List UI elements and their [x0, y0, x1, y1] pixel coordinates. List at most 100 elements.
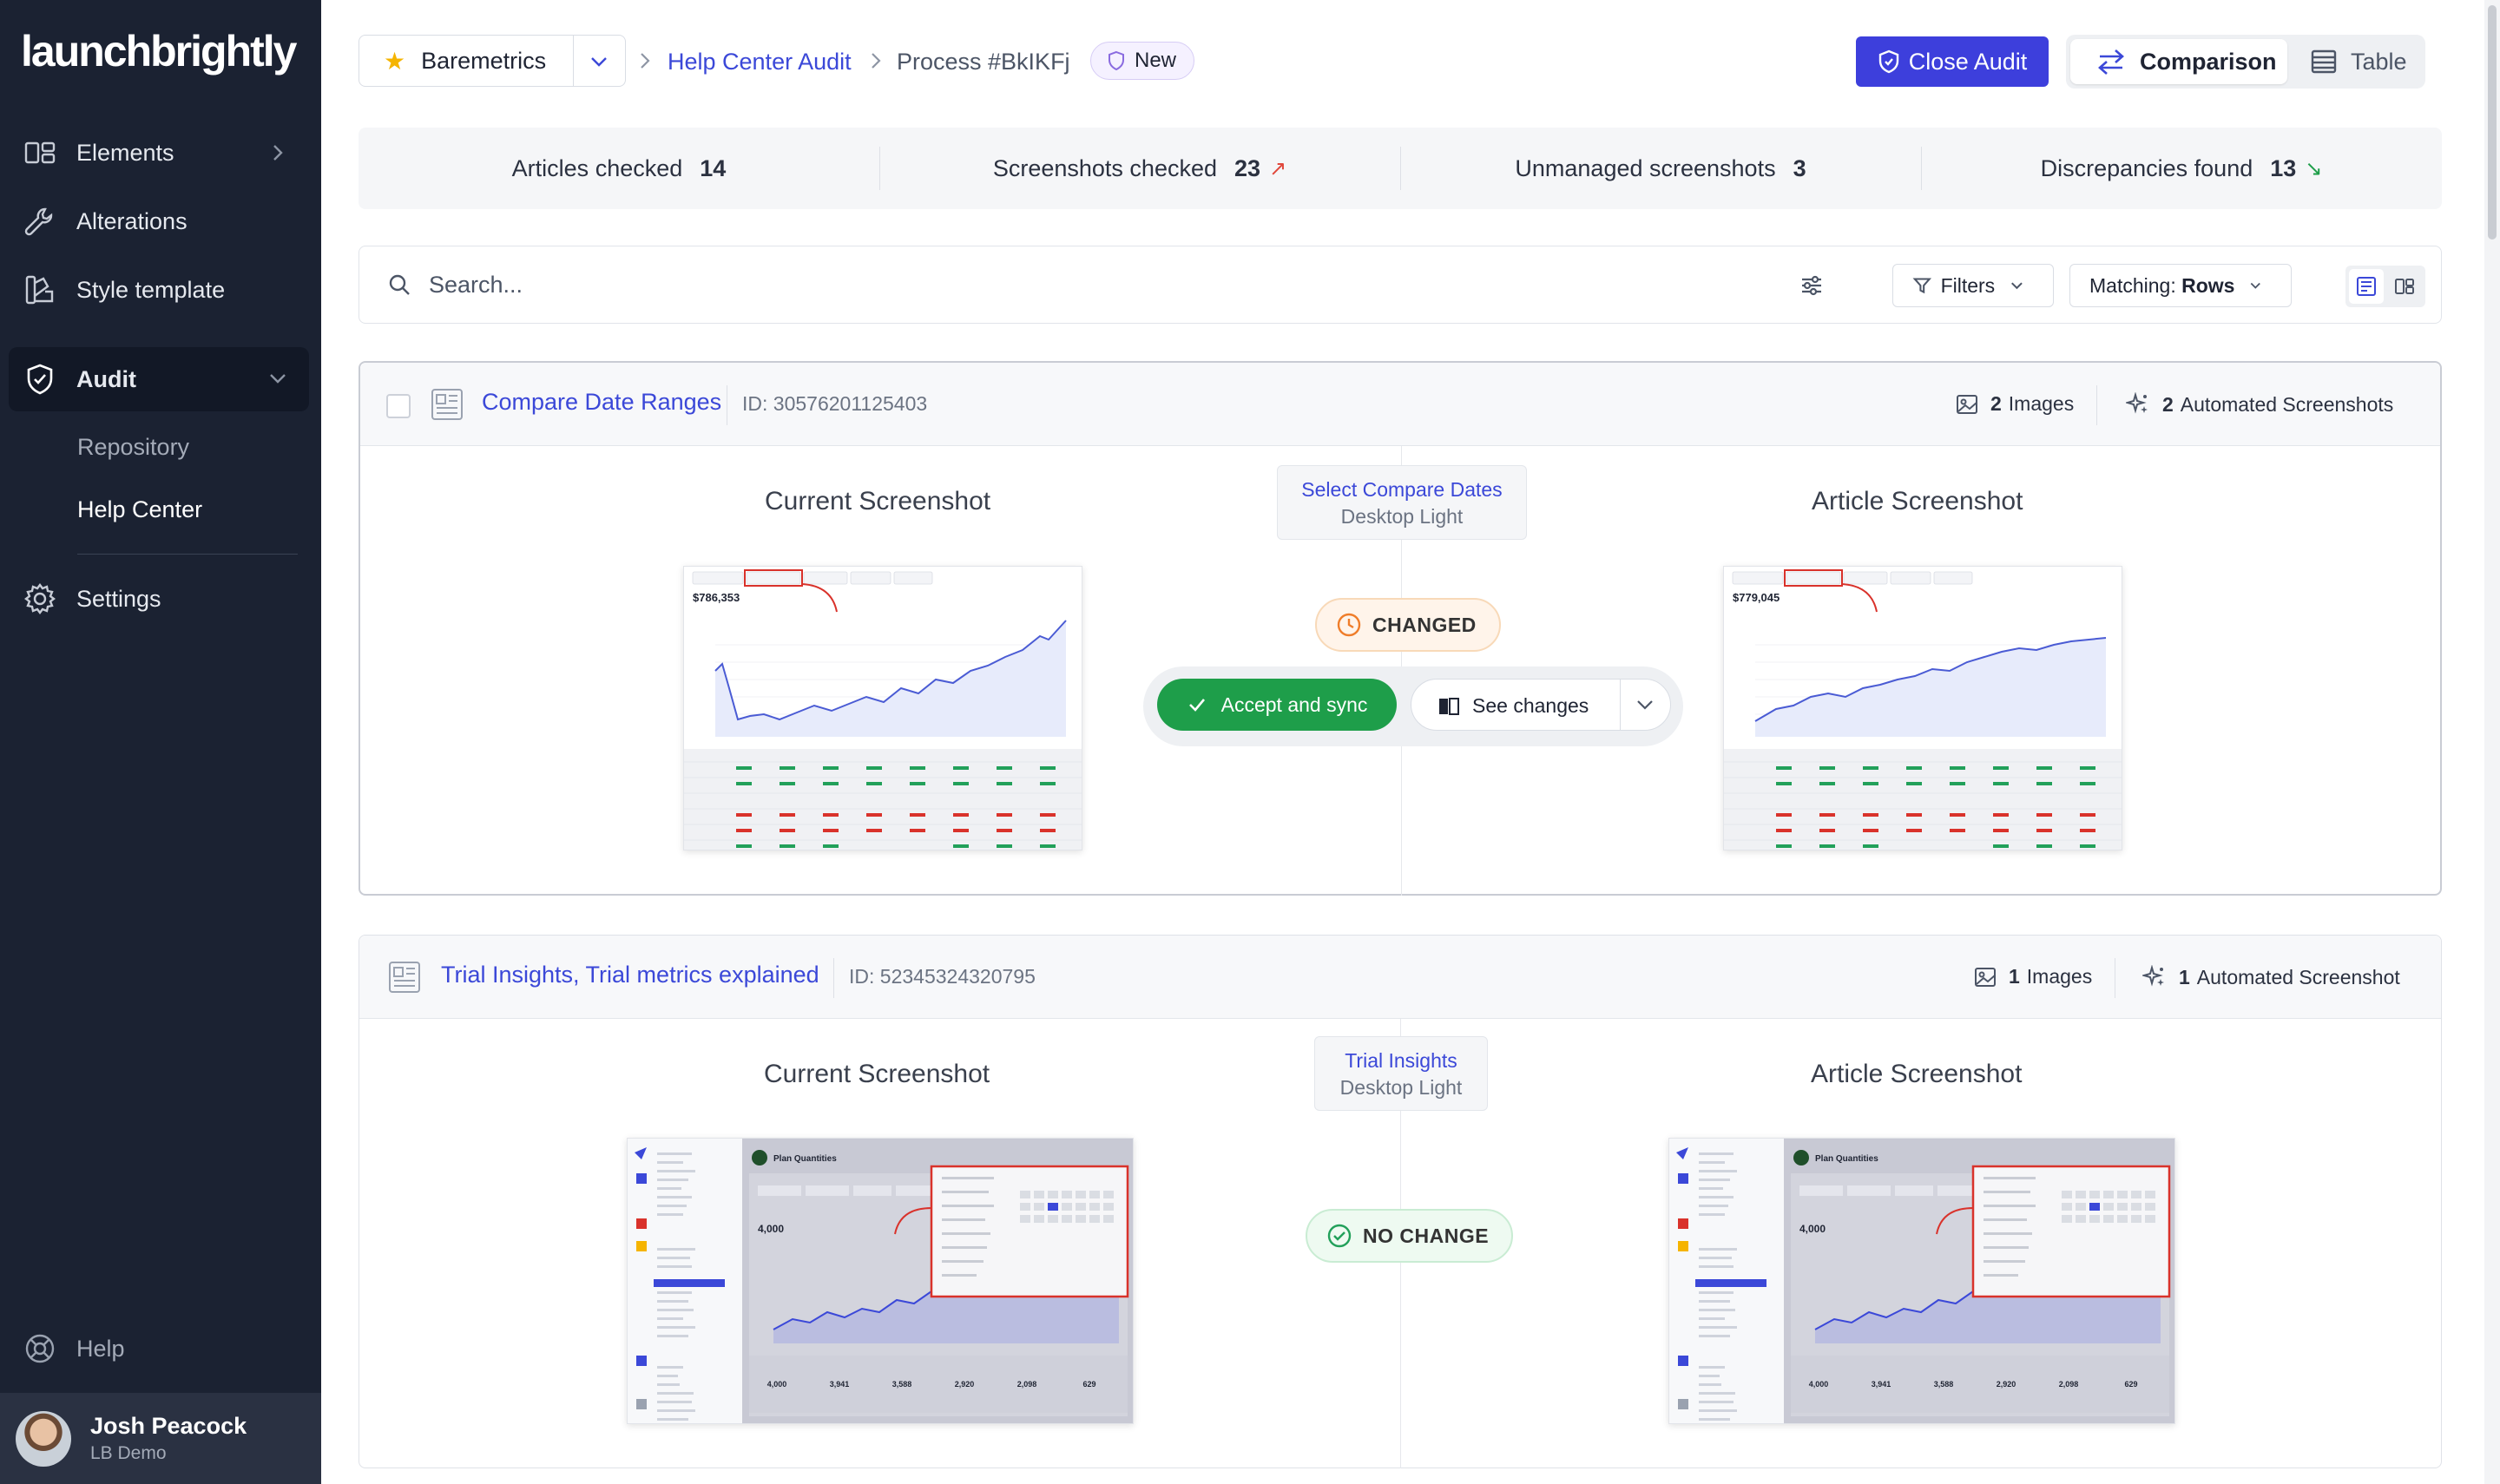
thumb-cell: 3,941 — [830, 1380, 850, 1389]
sidebar-item-elements[interactable]: Elements — [9, 121, 309, 184]
thumb-cell: 3,588 — [892, 1380, 912, 1389]
flow-name-link[interactable]: Select Compare Dates — [1301, 478, 1503, 501]
thumb-metric: $786,353 — [693, 591, 740, 604]
layout-list-icon[interactable] — [2349, 269, 2384, 304]
stat-label: Articles checked — [511, 154, 683, 181]
stat-articles-checked: Articles checked 14 — [359, 128, 879, 209]
chevron-right-icon — [864, 49, 888, 77]
avatar — [16, 1410, 71, 1467]
thumb-metric: $779,045 — [1733, 591, 1780, 604]
compare-icon — [1439, 697, 1459, 715]
action-bar: Accept and sync See changes — [1143, 666, 1683, 746]
user-org: LB Demo — [90, 1443, 167, 1463]
status-label: CHANGED — [1372, 613, 1477, 636]
sparkles-icon — [2126, 392, 2148, 414]
sidebar-item-alterations[interactable]: Alterations — [9, 190, 309, 253]
flow-name-link[interactable]: Trial Insights — [1345, 1049, 1457, 1072]
account-switcher[interactable]: ★ Baremetrics — [359, 35, 626, 87]
accept-label: Accept and sync — [1220, 693, 1368, 716]
chevron-down-icon[interactable] — [587, 49, 611, 78]
thumb-title: Plan Quantities — [773, 1154, 837, 1164]
card-title-link[interactable]: Compare Date Ranges — [482, 389, 722, 415]
chevron-right-icon — [266, 141, 290, 171]
layout-split-icon[interactable] — [2387, 269, 2422, 304]
sidebar-subitem-repository[interactable]: Repository — [77, 434, 190, 460]
breadcrumb-help-center-audit[interactable]: Help Center Audit — [668, 49, 852, 75]
sidebar-item-style-template[interactable]: Style template — [9, 259, 309, 321]
stat-value: 13 — [2270, 154, 2297, 181]
automated-count-value: 2 — [2162, 392, 2174, 416]
thumb-cell: 2,098 — [1017, 1380, 1037, 1389]
article-screenshot-image[interactable]: Plan Quantities 4,000 4,000 3,941 3,588 … — [1668, 1138, 2175, 1424]
search-input[interactable] — [429, 264, 1818, 305]
thumb-cell: 3,941 — [1872, 1380, 1891, 1389]
sidebar-subitem-help-center[interactable]: Help Center — [77, 496, 203, 522]
sidebar-item-help[interactable]: Help — [9, 1317, 309, 1380]
see-changes-button[interactable]: See changes — [1411, 679, 1671, 731]
automated-screenshots-count: 2 Automated Screenshots — [2126, 392, 2393, 417]
images-count-label: Images — [2008, 392, 2075, 415]
thumb-cell: 4,000 — [1809, 1380, 1829, 1389]
thumb-cell: 2,920 — [955, 1380, 975, 1389]
current-screenshot-image[interactable]: $786,353 — [683, 566, 1082, 850]
gear-icon — [23, 581, 57, 616]
sparkles-icon — [2142, 965, 2164, 987]
thumb-cell: 629 — [1082, 1380, 1095, 1389]
sidebar-item-label: Audit — [76, 365, 136, 392]
trend-up-icon: ↗ — [1269, 156, 1287, 181]
scrollbar-thumb[interactable] — [2488, 5, 2497, 240]
filters-label: Filters — [1940, 273, 1996, 297]
images-count: 1 Images — [1974, 965, 2092, 988]
account-name: Baremetrics — [421, 47, 547, 74]
flow-environment: Desktop Light — [1339, 1076, 1463, 1099]
status-label: NO CHANGE — [1363, 1224, 1490, 1247]
wrench-icon — [23, 204, 57, 239]
card-checkbox[interactable] — [386, 394, 411, 418]
style-template-icon — [23, 273, 57, 307]
sidebar-divider — [77, 554, 298, 555]
user-profile[interactable]: Josh Peacock LB Demo — [0, 1393, 321, 1484]
sidebar-item-settings[interactable]: Settings — [9, 568, 309, 630]
view-comparison-tab[interactable]: Comparison — [2070, 39, 2287, 84]
thumb-cell: 629 — [2124, 1380, 2137, 1389]
audit-card: Trial Insights, Trial metrics explained … — [359, 935, 2442, 1468]
card-header: Compare Date Ranges ID: 30576201125403 2… — [360, 363, 2440, 446]
close-audit-label: Close Audit — [1908, 48, 2028, 75]
card-title-link[interactable]: Trial Insights, Trial metrics explained — [441, 962, 819, 988]
status-badge-no-change: NO CHANGE — [1306, 1209, 1514, 1263]
images-count-value: 1 — [2009, 965, 2020, 988]
user-name: Josh Peacock — [90, 1413, 247, 1439]
stat-label: Discrepancies found — [2040, 154, 2253, 181]
page-scrollbar[interactable] — [2484, 0, 2500, 1484]
sliders-icon[interactable] — [1799, 273, 1825, 303]
clock-icon — [1337, 613, 1361, 637]
see-changes-label: See changes — [1472, 694, 1589, 717]
article-screenshot-image[interactable]: $779,045 — [1723, 566, 2122, 850]
chevron-down-icon — [2011, 282, 2023, 290]
images-count-label: Images — [2026, 965, 2093, 988]
flow-environment: Desktop Light — [1340, 505, 1464, 528]
check-circle-icon — [1327, 1224, 1352, 1248]
matching-select[interactable]: Matching: Rows — [2069, 264, 2292, 307]
audit-card: Compare Date Ranges ID: 30576201125403 2… — [359, 361, 2442, 896]
check-icon — [1188, 699, 1205, 712]
view-table-tab[interactable]: Table — [2311, 39, 2407, 84]
lifebuoy-icon — [23, 1331, 57, 1366]
stat-value: 3 — [1793, 154, 1806, 181]
accept-and-sync-button[interactable]: Accept and sync — [1157, 679, 1397, 731]
filters-button[interactable]: Filters — [1892, 264, 2054, 307]
automated-screenshots-count: 1 Automated Screenshot — [2142, 965, 2400, 989]
sidebar-item-audit[interactable]: Audit — [9, 347, 309, 411]
images-count: 2 Images — [1956, 392, 2074, 416]
chevron-down-icon[interactable] — [1634, 693, 1656, 721]
current-screenshot-image[interactable]: Plan Quantities 4,000 4,000 3,941 3,588 … — [627, 1138, 1134, 1424]
close-audit-button[interactable]: Close Audit — [1856, 36, 2049, 87]
stat-value: 23 — [1234, 154, 1261, 181]
view-table-label: Table — [2351, 48, 2407, 75]
filter-icon — [1912, 278, 1932, 294]
trend-down-icon: ↘ — [2305, 156, 2323, 181]
view-comparison-label: Comparison — [2140, 48, 2277, 75]
images-count-value: 2 — [1990, 392, 2002, 415]
sidebar-item-label: Settings — [76, 585, 161, 612]
current-screenshot-label: Current Screenshot — [765, 487, 991, 515]
